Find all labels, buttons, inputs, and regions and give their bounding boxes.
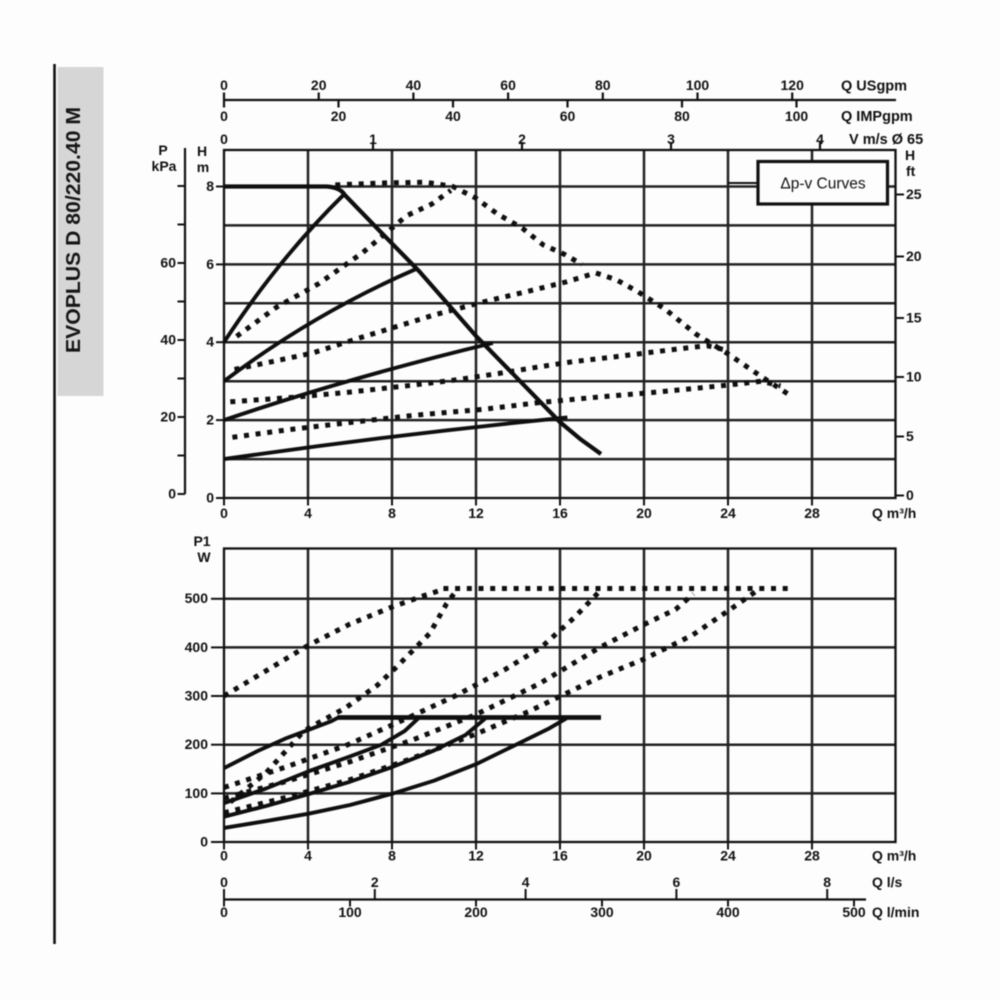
svg-text:8: 8 — [206, 178, 214, 194]
svg-text:8: 8 — [823, 874, 831, 890]
svg-text:EVOPLUS D 80/220.40 M: EVOPLUS D 80/220.40 M — [63, 107, 85, 353]
svg-text:V m/s Ø 65: V m/s Ø 65 — [849, 132, 923, 148]
svg-text:W: W — [197, 549, 211, 565]
svg-text:4: 4 — [522, 874, 530, 890]
svg-text:0: 0 — [220, 108, 228, 124]
svg-text:25: 25 — [906, 186, 922, 202]
svg-text:0: 0 — [220, 874, 228, 890]
svg-text:500: 500 — [842, 904, 866, 920]
svg-text:200: 200 — [185, 736, 209, 752]
svg-text:300: 300 — [590, 904, 614, 920]
svg-text:4: 4 — [206, 334, 214, 350]
svg-text:16: 16 — [552, 505, 568, 521]
svg-text:100: 100 — [785, 108, 809, 124]
svg-text:80: 80 — [595, 77, 611, 93]
svg-text:4: 4 — [816, 131, 824, 147]
svg-text:24: 24 — [720, 848, 736, 864]
svg-text:ft: ft — [906, 163, 916, 179]
svg-text:0: 0 — [220, 505, 228, 521]
svg-text:120: 120 — [781, 77, 805, 93]
svg-text:P: P — [158, 142, 167, 158]
svg-text:Q l/s: Q l/s — [872, 874, 903, 890]
svg-text:15: 15 — [906, 310, 922, 326]
svg-text:P1: P1 — [193, 533, 210, 549]
svg-text:16: 16 — [552, 848, 568, 864]
svg-text:400: 400 — [185, 639, 209, 655]
svg-text:0: 0 — [906, 487, 914, 503]
svg-text:20: 20 — [636, 505, 652, 521]
svg-text:6: 6 — [206, 256, 214, 272]
svg-text:3: 3 — [667, 131, 675, 147]
svg-text:100: 100 — [185, 785, 209, 801]
svg-text:m: m — [197, 159, 209, 175]
svg-text:0: 0 — [220, 131, 228, 147]
svg-text:20: 20 — [311, 77, 327, 93]
svg-text:80: 80 — [674, 108, 690, 124]
svg-text:40: 40 — [406, 77, 422, 93]
svg-text:12: 12 — [468, 848, 484, 864]
svg-text:20: 20 — [160, 409, 176, 425]
svg-text:2: 2 — [518, 131, 526, 147]
svg-text:0: 0 — [200, 834, 208, 850]
svg-text:100: 100 — [686, 77, 710, 93]
svg-text:6: 6 — [673, 874, 681, 890]
svg-text:Q l/min: Q l/min — [872, 904, 919, 920]
svg-text:200: 200 — [464, 904, 488, 920]
svg-text:1: 1 — [369, 131, 377, 147]
svg-text:2: 2 — [371, 874, 379, 890]
svg-text:20: 20 — [636, 848, 652, 864]
svg-text:kPa: kPa — [152, 158, 177, 174]
svg-text:0: 0 — [220, 77, 228, 93]
svg-text:Δp-v Curves: Δp-v Curves — [780, 176, 866, 193]
svg-text:4: 4 — [304, 848, 312, 864]
svg-text:10: 10 — [906, 369, 922, 385]
svg-text:Q IMPgpm: Q IMPgpm — [841, 109, 913, 125]
svg-text:4: 4 — [304, 505, 312, 521]
svg-text:Q m³/h: Q m³/h — [872, 848, 916, 864]
svg-text:Q USgpm: Q USgpm — [841, 79, 907, 95]
svg-text:400: 400 — [716, 904, 740, 920]
svg-text:H: H — [905, 147, 915, 163]
svg-text:8: 8 — [388, 505, 396, 521]
svg-text:60: 60 — [560, 108, 576, 124]
svg-text:500: 500 — [185, 590, 209, 606]
svg-text:2: 2 — [206, 412, 214, 428]
svg-text:0: 0 — [220, 848, 228, 864]
svg-text:60: 60 — [500, 77, 516, 93]
svg-text:28: 28 — [804, 505, 820, 521]
svg-text:H: H — [197, 143, 207, 159]
svg-text:12: 12 — [468, 505, 484, 521]
svg-text:20: 20 — [906, 248, 922, 264]
svg-text:8: 8 — [388, 848, 396, 864]
svg-text:28: 28 — [804, 848, 820, 864]
svg-text:40: 40 — [160, 332, 176, 348]
svg-text:60: 60 — [160, 255, 176, 271]
svg-text:0: 0 — [168, 486, 176, 502]
svg-text:5: 5 — [906, 428, 914, 444]
svg-text:0: 0 — [206, 490, 214, 506]
svg-text:Q m³/h: Q m³/h — [872, 505, 916, 521]
svg-text:300: 300 — [185, 688, 209, 704]
svg-text:100: 100 — [338, 904, 362, 920]
svg-text:24: 24 — [720, 505, 736, 521]
svg-text:0: 0 — [220, 904, 228, 920]
svg-text:40: 40 — [445, 108, 461, 124]
svg-text:20: 20 — [331, 108, 347, 124]
